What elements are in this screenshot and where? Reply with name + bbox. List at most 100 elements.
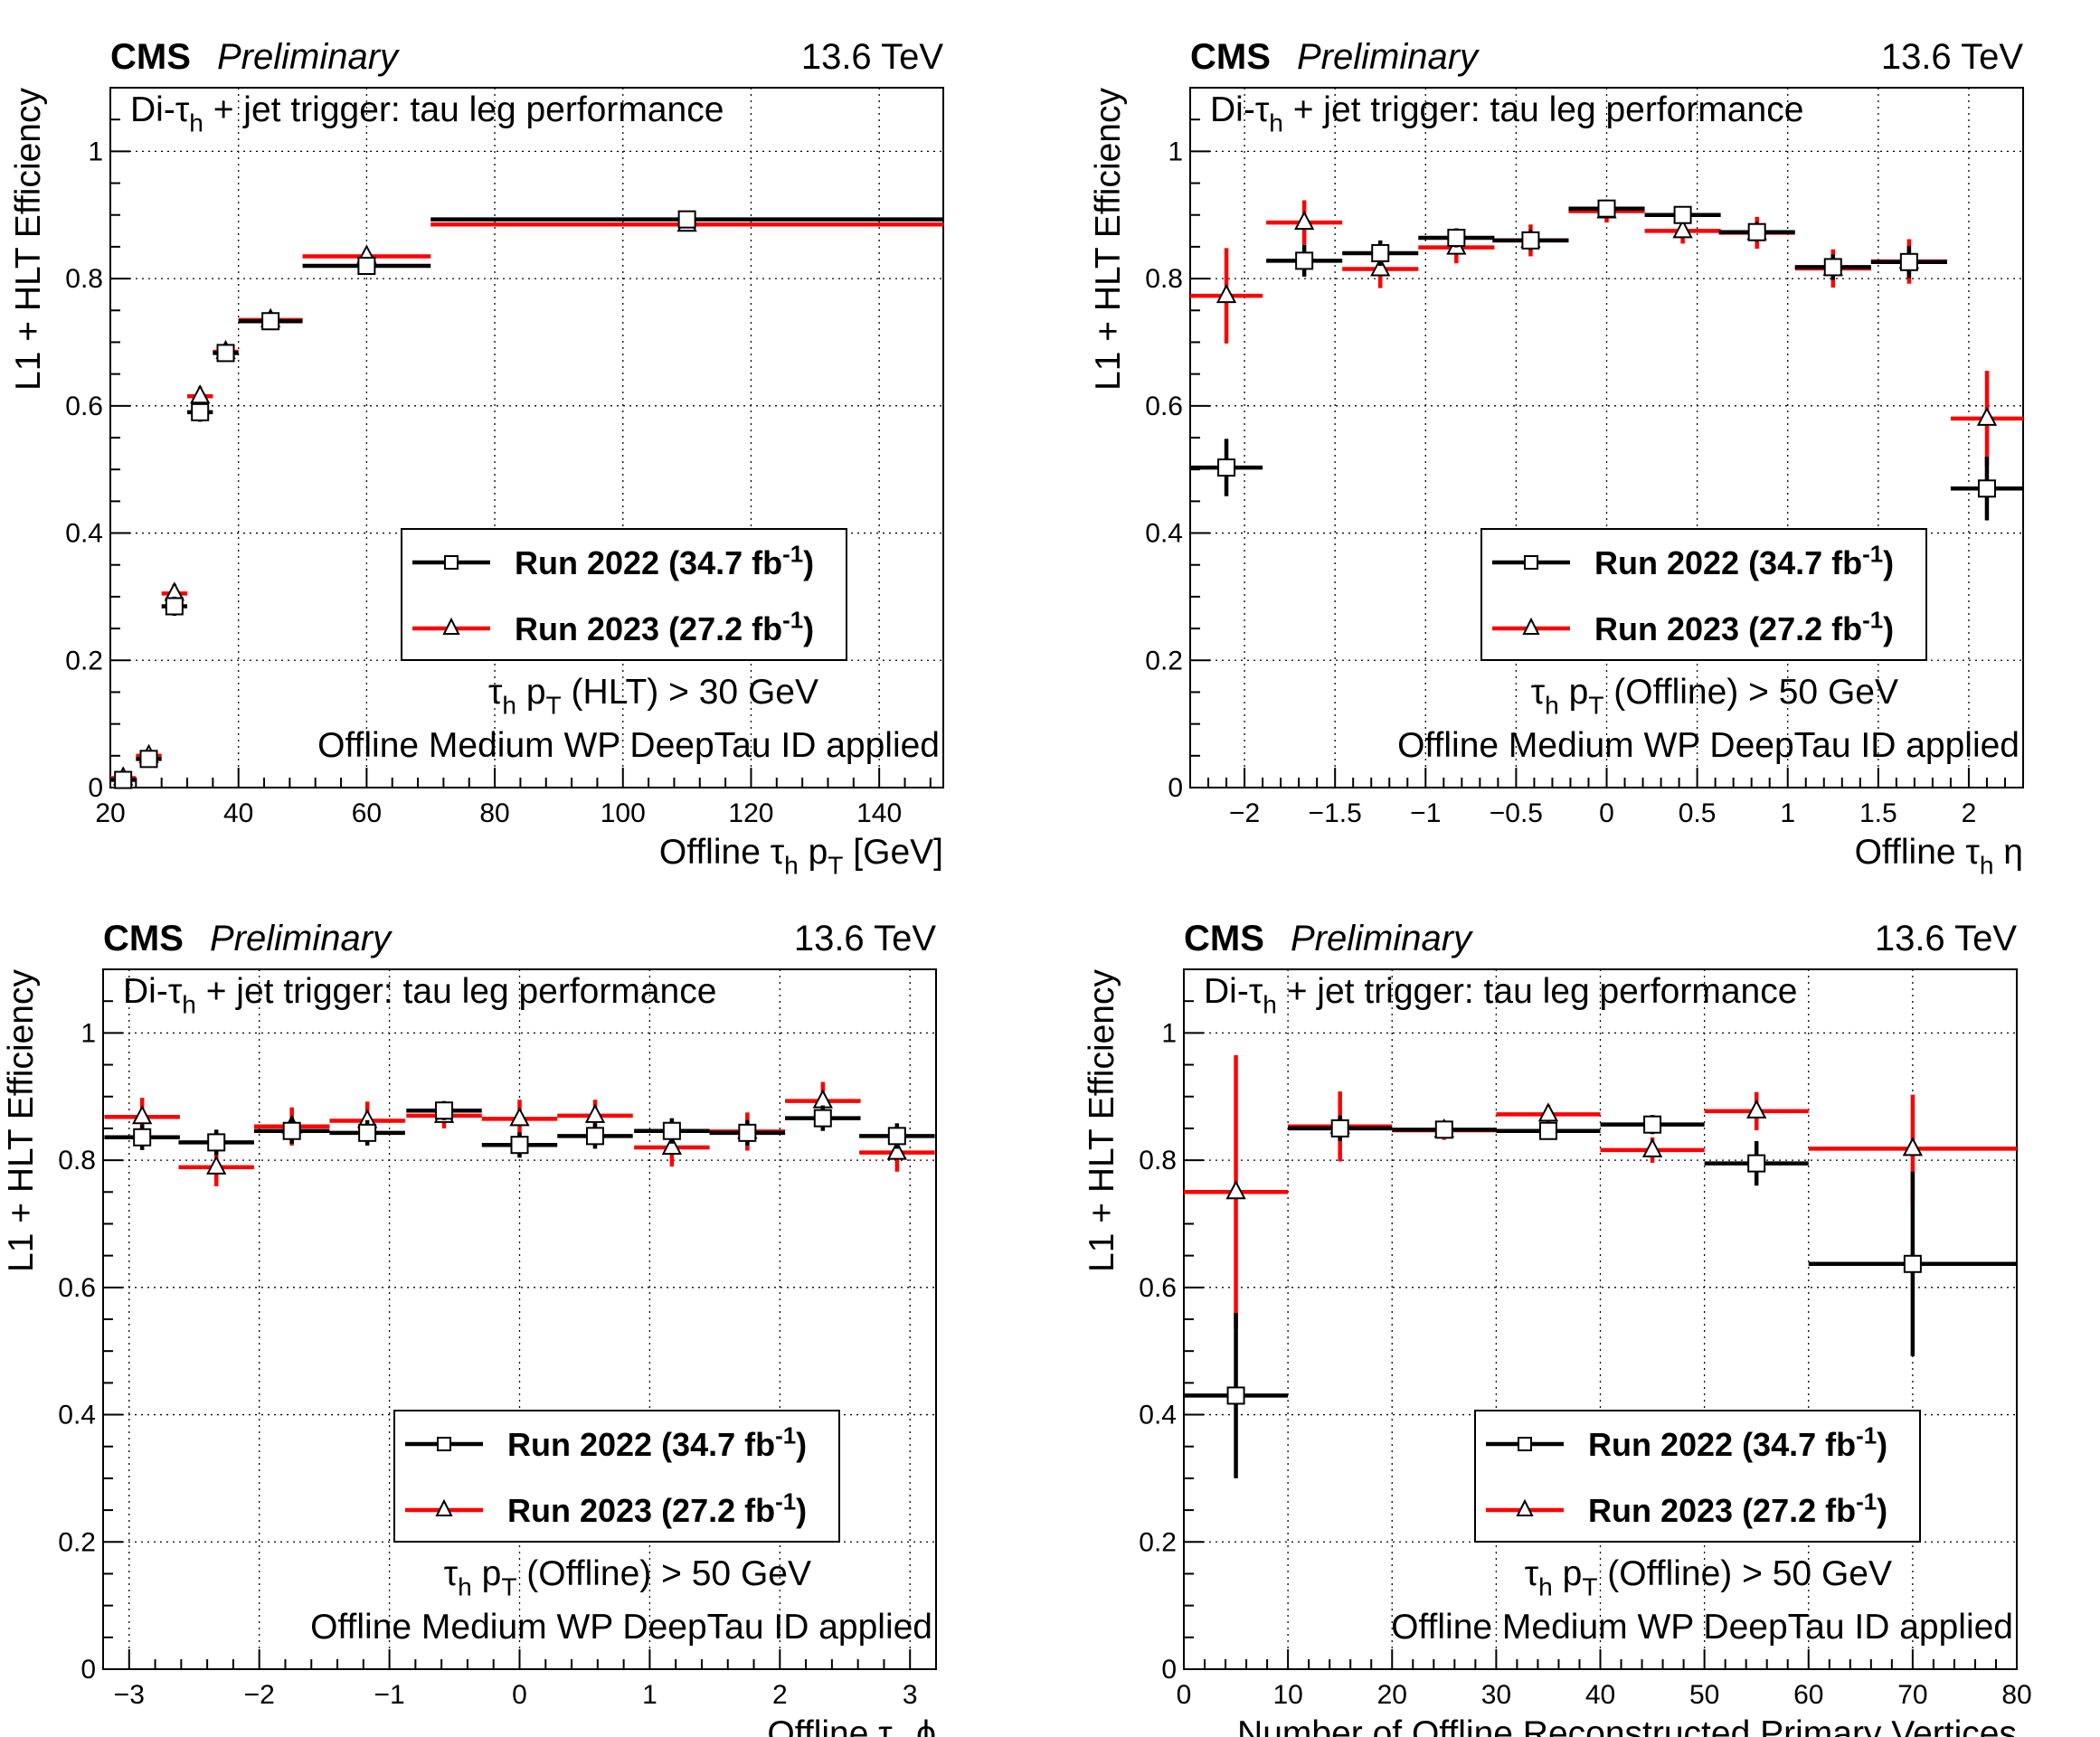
legend-marker-triangle	[1522, 617, 1540, 635]
x-tick-label: −0.5	[1490, 798, 1543, 828]
cms-label: CMS	[103, 919, 184, 958]
y-tick-label: 0.8	[65, 264, 103, 294]
x-tick-label: 100	[601, 798, 646, 828]
data-point-square	[585, 1127, 604, 1146]
y-tick-label: 0	[80, 1655, 96, 1685]
y-tick-label: 0.8	[1139, 1146, 1177, 1175]
legend: Run 2022 (34.7 fb-1​) Run 2023 (27.2 fb-1…	[393, 1410, 840, 1543]
data-point-triangle	[1902, 1137, 1924, 1156]
chart-panel-3: −3 −2 −1 0 1 2 3 0 0.2 0.4 0.6 0.8 1 Offline τh​ ϕ L1 …	[2, 919, 937, 1737]
data-point-square	[191, 402, 210, 421]
x-tick-label: 70	[1897, 1680, 1927, 1710]
y-tick-label: 1	[80, 1018, 96, 1048]
legend-label-run2022: Run 2022 (34.7 fb-1​)	[1588, 1423, 1887, 1463]
legend-marker-triangle	[442, 617, 460, 635]
series-run2022	[1190, 199, 2023, 521]
chart-panel-4: 0 10 20 30 40 50 60 70 80 0 0.2 0.4 0.6 0.8 1 Number of…	[1083, 919, 2032, 1737]
data-point-square	[1330, 1119, 1349, 1138]
legend-label-run2022: Run 2022 (34.7 fb-1​)	[515, 542, 814, 581]
data-point-triangle	[509, 1107, 530, 1127]
y-tick-label: 1	[1161, 1018, 1177, 1048]
data-point-triangle	[1225, 1180, 1246, 1200]
x-tick-label: 30	[1481, 1680, 1511, 1710]
pt-cut-annotation: τh​ pT​ (HLT) > 30 GeV	[488, 673, 818, 720]
x-tick-label: 0	[1177, 1680, 1192, 1710]
y-tick-label: 0	[88, 773, 103, 803]
pt-cut-annotation: τh​ pT​ (Offline) > 50 GeV	[1525, 1554, 1892, 1601]
data-point-triangle	[190, 384, 211, 404]
data-point-square	[1295, 251, 1314, 270]
data-point-square	[1903, 1254, 1922, 1273]
y-tick-label: 0.8	[1145, 264, 1183, 294]
data-point-square	[282, 1121, 301, 1140]
cms-label: CMS	[110, 37, 191, 77]
preliminary-label: Preliminary	[1291, 919, 1474, 958]
trigger-title: Di-τh​ + jet trigger: tau leg performanc…	[130, 90, 724, 137]
data-point-square	[1521, 231, 1540, 250]
data-point-square	[133, 1128, 152, 1147]
legend-label-run2023: Run 2023 (27.2 fb-1​)	[1594, 608, 1894, 647]
legend-label-run2023: Run 2023 (27.2 fb-1​)	[515, 608, 814, 647]
data-point-square	[887, 1127, 906, 1146]
data-point-square	[1977, 479, 1996, 498]
x-tick-label: 10	[1272, 1680, 1302, 1710]
y-tick-label: 1	[88, 137, 103, 166]
x-axis-title: Offline τh​ ϕ	[767, 1714, 936, 1737]
y-tick-label: 0.6	[1145, 392, 1183, 421]
data-point-square	[738, 1123, 757, 1142]
id-annotation: Offline Medium WP DeepTau ID applied	[310, 1608, 932, 1647]
data-point-square	[1597, 199, 1616, 218]
y-tick-label: 0	[1168, 773, 1183, 803]
trigger-title: Di-τh​ + jet trigger: tau leg performanc…	[1204, 972, 1797, 1019]
data-point-square	[1447, 229, 1466, 248]
y-axis-title: L1 + HLT Efficiency	[1083, 969, 1121, 1272]
data-point-triangle	[1746, 1099, 1767, 1119]
data-point-square	[1217, 458, 1236, 477]
x-tick-label: 0	[512, 1680, 527, 1710]
y-tick-label: 0.4	[1139, 1401, 1177, 1430]
x-tick-label: −3	[114, 1680, 145, 1710]
x-tick-label: 60	[1793, 1680, 1823, 1710]
y-tick-label: 0	[1161, 1655, 1177, 1685]
x-tick-label: −1	[1410, 798, 1441, 828]
legend-label-run2023: Run 2023 (27.2 fb-1​)	[1588, 1489, 1887, 1529]
legend-box	[401, 528, 847, 661]
x-tick-label: 0	[1599, 798, 1614, 828]
data-point-triangle	[1976, 406, 1998, 426]
x-tick-label: 40	[1585, 1680, 1615, 1710]
cms-label: CMS	[1184, 919, 1264, 958]
y-tick-label: 0.4	[58, 1401, 96, 1430]
data-point-square	[216, 344, 235, 363]
x-axis-title: Number of Offline Reconstructed Primary …	[1237, 1714, 2017, 1737]
id-annotation: Offline Medium WP DeepTau ID applied	[1397, 726, 2020, 765]
x-tick-label: 140	[856, 798, 902, 828]
series-run2022	[1184, 1115, 2017, 1478]
data-point-square	[1673, 205, 1692, 224]
id-annotation: Offline Medium WP DeepTau ID applied	[1391, 1608, 2013, 1647]
y-tick-label: 0.2	[1139, 1527, 1177, 1557]
series-run2022	[110, 210, 943, 789]
data-point-triangle	[1216, 283, 1237, 304]
legend-marker-triangle	[435, 1498, 453, 1516]
legend-box	[393, 1410, 840, 1543]
x-tick-label: 2	[1962, 798, 1977, 828]
legend: Run 2022 (34.7 fb-1​) Run 2023 (27.2 fb-1…	[401, 528, 847, 661]
y-axis-title: L1 + HLT Efficiency	[1089, 88, 1128, 391]
data-point-triangle	[1672, 219, 1693, 239]
data-point-triangle	[1293, 211, 1315, 231]
data-point-square	[1371, 243, 1390, 262]
cms-label: CMS	[1190, 37, 1271, 77]
data-point-square	[662, 1121, 681, 1140]
data-point-square	[207, 1133, 226, 1152]
data-point-square	[358, 1123, 377, 1142]
preliminary-label: Preliminary	[210, 919, 393, 958]
y-tick-label: 0.6	[58, 1273, 96, 1303]
x-tick-label: 2	[772, 1680, 788, 1710]
x-tick-label: 80	[479, 798, 509, 828]
chart-panel-2: −2 −1.5 −1 −0.5 0 0.5 1 1.5 2 0 0.2 0.4 0.6 0.8 1 Offli…	[1089, 37, 2024, 880]
y-tick-label: 0.2	[65, 646, 103, 675]
y-tick-label: 0.6	[65, 392, 103, 421]
legend-label-run2022: Run 2022 (34.7 fb-1​)	[1594, 542, 1894, 581]
x-tick-label: 120	[728, 798, 773, 828]
